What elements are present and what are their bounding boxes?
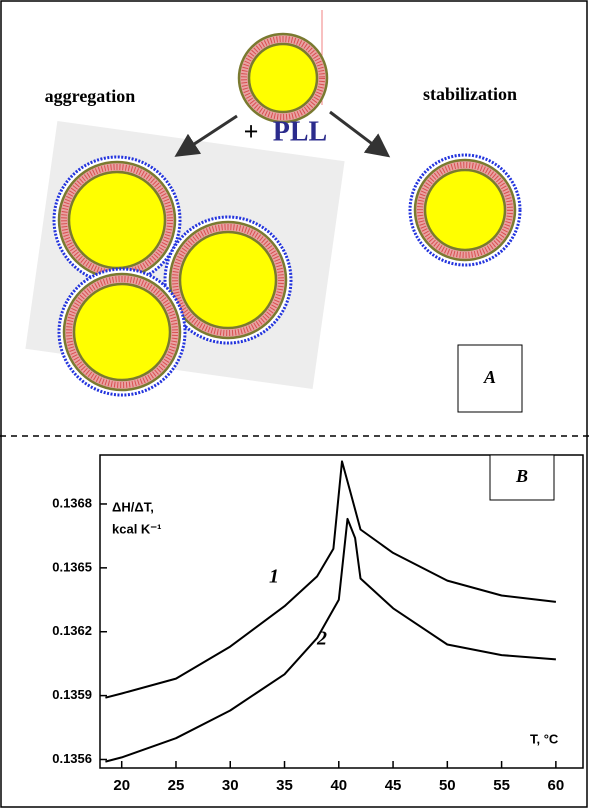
x-tick-label: 40	[330, 777, 347, 794]
x-tick-label: 35	[276, 777, 293, 794]
label: stabilization	[423, 84, 517, 104]
polymer-label: PLL	[273, 116, 327, 147]
y-tick-label: 0.1359	[52, 687, 92, 702]
x-tick-label: 50	[439, 777, 456, 794]
y-axis-label: kcal K⁻¹	[112, 521, 162, 536]
plot-frame	[100, 455, 583, 768]
plus-sign: +	[244, 117, 259, 146]
panel-label: A	[483, 367, 496, 387]
y-tick-label: 0.1368	[52, 495, 92, 510]
x-tick-label: 30	[222, 777, 239, 794]
core	[425, 170, 505, 250]
figure: aggregation stabilization + PLL A B ΔH/Δ…	[0, 0, 589, 809]
y-tick-label: 0.1356	[52, 751, 92, 766]
x-tick-label: 25	[168, 777, 185, 794]
data-line	[105, 461, 556, 697]
curve-label: 2	[316, 628, 327, 650]
core	[69, 172, 165, 268]
x-axis-label: T, °C	[530, 731, 559, 746]
x-tick-label: 45	[385, 777, 402, 794]
y-axis-label: ΔH/ΔT,	[112, 499, 154, 514]
x-tick-label: 55	[493, 777, 510, 794]
panel-label: B	[515, 466, 528, 486]
x-tick-label: 20	[113, 777, 130, 794]
arrow	[330, 112, 383, 152]
y-tick-label: 0.1365	[52, 559, 92, 574]
label: aggregation	[45, 86, 136, 106]
curve-label: 1	[269, 566, 279, 588]
y-tick-label: 0.1362	[52, 623, 92, 638]
core	[249, 44, 317, 112]
x-tick-label: 60	[548, 777, 565, 794]
core	[180, 232, 276, 328]
core	[74, 284, 170, 380]
